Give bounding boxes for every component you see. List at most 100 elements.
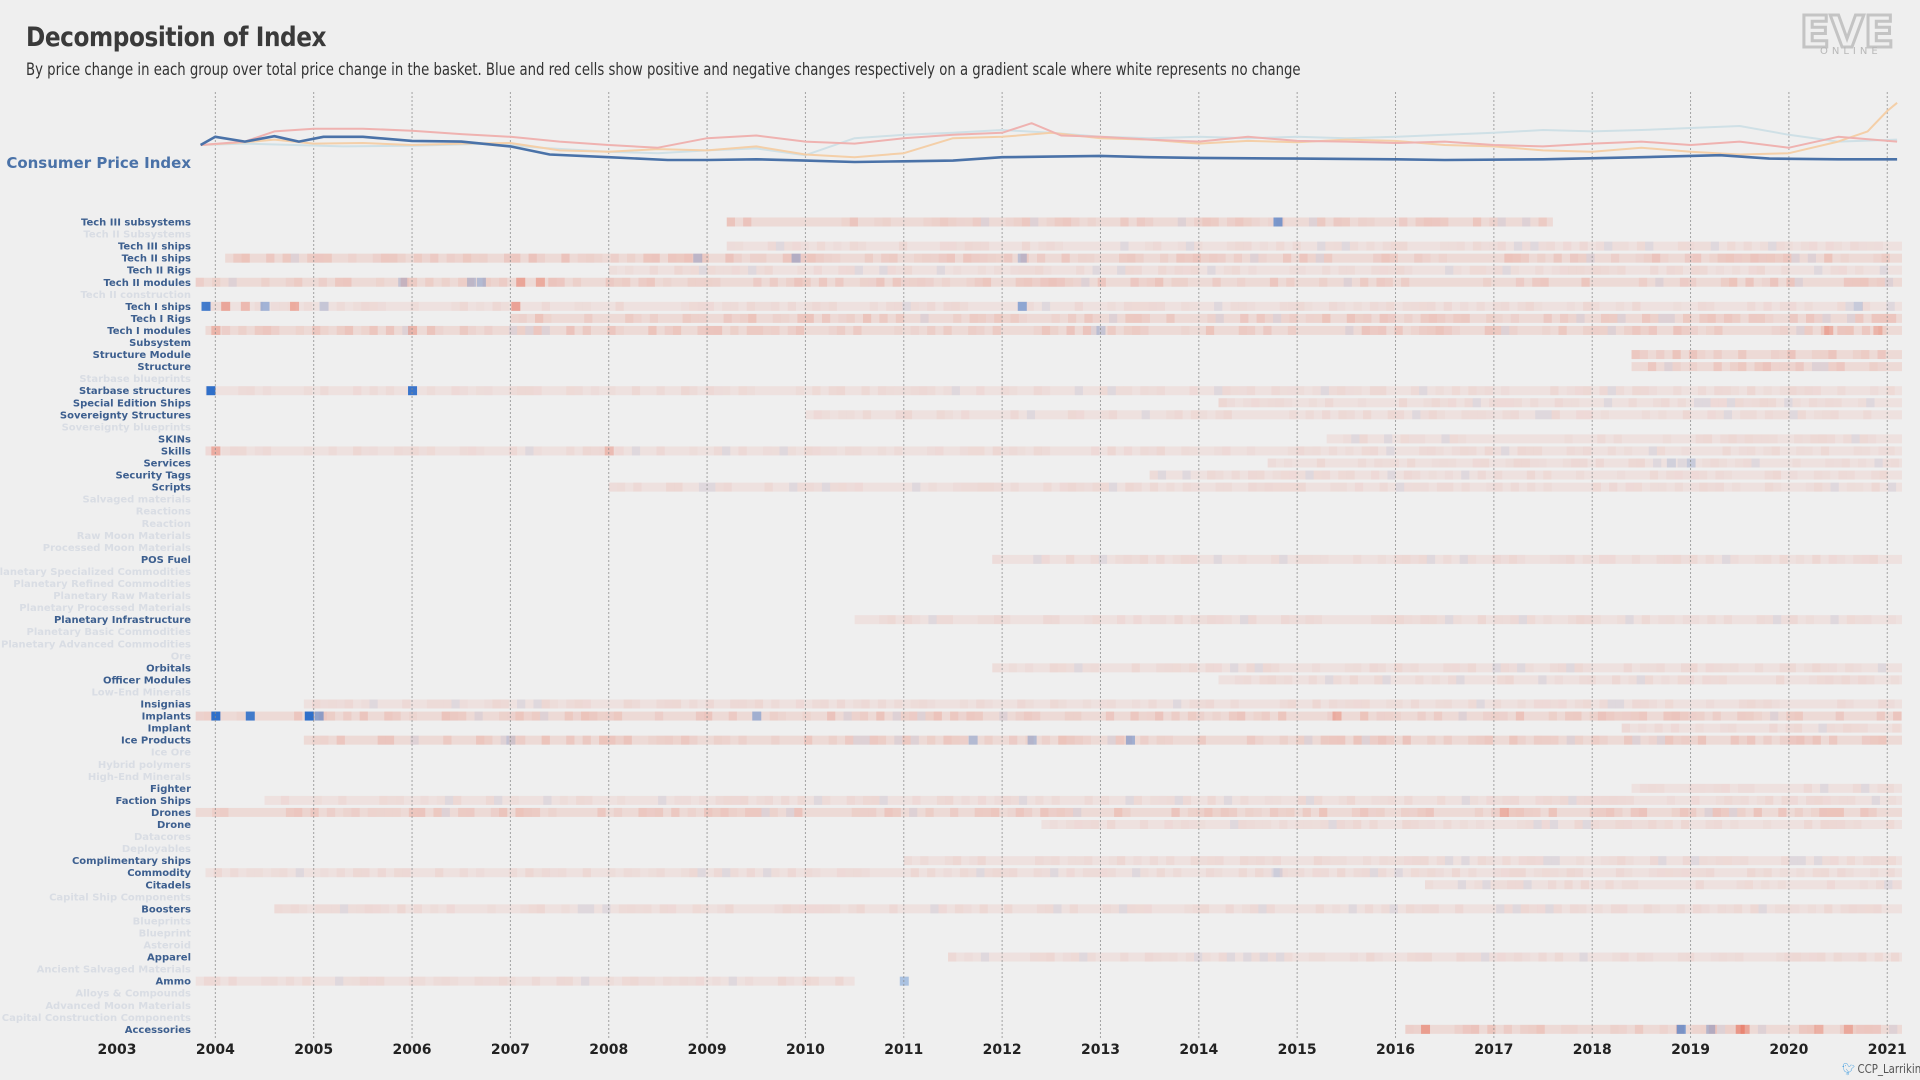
heatmap-cell — [408, 807, 418, 817]
heatmap-cell — [663, 277, 672, 287]
heatmap-cell — [1509, 735, 1518, 745]
heatmap-cell — [695, 277, 705, 287]
heatmap-cell — [918, 386, 928, 396]
heatmap-cell — [1812, 663, 1821, 673]
heatmap-cell — [693, 253, 703, 263]
heatmap-cell — [1240, 615, 1249, 625]
heatmap-cell — [1747, 446, 1756, 456]
heatmap-cell — [318, 277, 327, 287]
heatmap-cell — [1673, 325, 1682, 335]
heatmap-cell — [1773, 410, 1781, 419]
heatmap-cell — [1772, 470, 1782, 480]
heatmap-cell — [1267, 675, 1276, 685]
heatmap-cell — [1625, 482, 1634, 492]
heatmap-cell — [302, 807, 311, 817]
heatmap-cell — [1265, 856, 1273, 865]
heatmap-cell — [886, 301, 895, 311]
heatmap-row-band — [195, 807, 1902, 817]
heatmap-cell — [1553, 253, 1562, 263]
heatmap-cell — [1886, 868, 1895, 878]
heatmap-cell — [1305, 313, 1314, 323]
heatmap-cell — [1421, 483, 1429, 492]
heatmap-cell — [517, 325, 526, 335]
heatmap-cell — [969, 482, 978, 492]
heatmap-cell — [1238, 301, 1247, 311]
heatmap-cell — [1517, 446, 1526, 456]
heatmap-cell — [1384, 277, 1393, 287]
heatmap-cell — [952, 856, 962, 866]
heatmap-cell — [1412, 410, 1421, 420]
heatmap-cell — [1371, 615, 1380, 625]
heatmap-cell — [1829, 735, 1838, 745]
heatmap-cell — [303, 301, 313, 311]
heatmap-cell — [1730, 554, 1739, 564]
heatmap-cell — [1457, 880, 1467, 890]
heatmap-cell — [1614, 807, 1623, 817]
heatmap-cell — [1837, 325, 1846, 335]
heatmap-cell — [980, 952, 990, 962]
heatmap-cell — [1092, 313, 1101, 323]
heatmap-cell — [1036, 904, 1046, 914]
heatmap-cell — [695, 976, 705, 986]
heatmap-cell — [556, 976, 565, 986]
heatmap-cell — [1677, 458, 1686, 468]
heatmap-cell — [1861, 301, 1871, 311]
heatmap-cell — [1707, 410, 1716, 420]
heatmap-cell — [1395, 265, 1405, 275]
heatmap-cell — [203, 711, 213, 721]
heatmap-cell — [1480, 458, 1490, 468]
heatmap-cell — [1066, 325, 1075, 335]
heatmap-cell — [667, 904, 677, 914]
heatmap-cell — [1489, 398, 1498, 408]
heatmap-cell — [1001, 446, 1009, 455]
heatmap-cell — [410, 735, 419, 745]
heatmap-cell — [1764, 446, 1772, 455]
heatmap-cell — [1486, 483, 1494, 492]
heatmap-cell — [1048, 807, 1057, 817]
heatmap-cell — [1046, 952, 1055, 962]
heatmap-cell — [1064, 277, 1074, 287]
heatmap-cell — [1412, 470, 1421, 480]
heatmap-cell — [958, 711, 967, 721]
heatmap-cell — [658, 795, 667, 805]
heatmap-cell — [1443, 301, 1452, 311]
heatmap-cell — [376, 976, 385, 986]
heatmap-cell — [1349, 675, 1358, 685]
heatmap-cell — [320, 301, 329, 311]
heatmap-cell — [933, 711, 942, 721]
heatmap-cell — [1025, 735, 1034, 745]
heatmap-cell — [1656, 735, 1666, 745]
heatmap-cell — [1494, 313, 1503, 323]
heatmap-cell — [1445, 615, 1454, 625]
heatmap-cell — [1658, 483, 1666, 492]
heatmap-cell — [541, 699, 550, 709]
heatmap-cell — [1789, 615, 1798, 625]
cpi-label: Consumer Price Index — [6, 154, 191, 172]
heatmap-cell — [1812, 735, 1821, 745]
heatmap-cell — [295, 325, 304, 335]
category-label: Orbitals — [146, 663, 191, 674]
heatmap-cell — [1155, 277, 1164, 287]
heatmap-cell — [1066, 735, 1075, 745]
heatmap-cell — [1781, 615, 1789, 624]
heatmap-cell — [728, 711, 737, 721]
heatmap-cell — [1565, 711, 1574, 721]
heatmap-cell — [246, 386, 255, 396]
heatmap-cell — [945, 795, 954, 805]
heatmap-cell — [523, 807, 532, 817]
heatmap-cell — [1610, 1024, 1619, 1034]
heatmap-cell — [1337, 735, 1346, 745]
heatmap-cell — [1131, 554, 1140, 564]
heatmap-cell — [1369, 735, 1379, 745]
heatmap-cell — [1641, 313, 1651, 323]
heatmap-cell — [320, 386, 329, 396]
heatmap-cell — [1379, 265, 1388, 275]
heatmap-cell — [1009, 446, 1018, 456]
heatmap-cell — [1009, 868, 1018, 878]
heatmap-cell — [978, 615, 986, 624]
heatmap-cell — [1510, 615, 1519, 625]
heatmap-cell — [1835, 724, 1843, 733]
heatmap-cell — [1591, 301, 1600, 311]
heatmap-cell — [1550, 555, 1558, 564]
heatmap-cell — [818, 277, 828, 287]
